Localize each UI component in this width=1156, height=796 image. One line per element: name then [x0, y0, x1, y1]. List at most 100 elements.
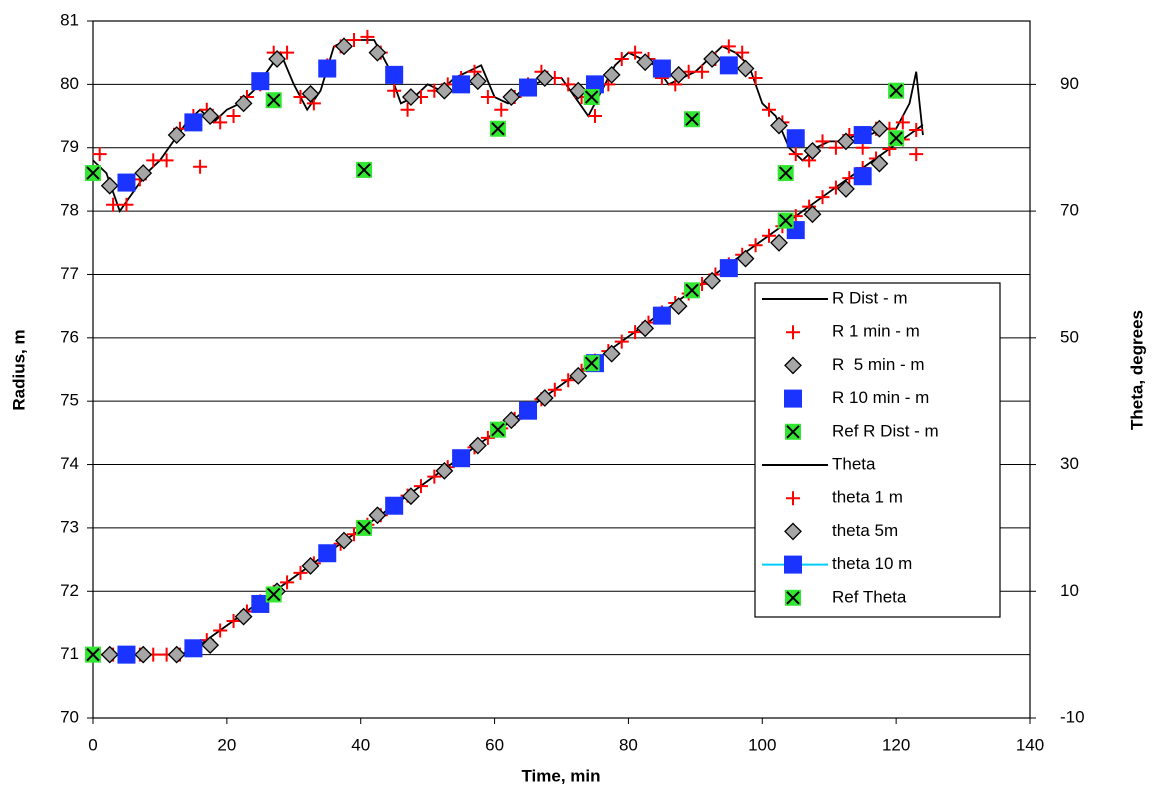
plus-marker: [761, 102, 776, 117]
plus-marker: [106, 197, 121, 212]
y-tick-label: 74: [60, 454, 79, 473]
x-cross: [357, 163, 371, 177]
x-tick-label: 20: [217, 735, 236, 754]
y-tick-label: 75: [60, 391, 79, 410]
plus-marker: [213, 115, 228, 130]
x-cross: [889, 131, 903, 145]
plus-marker: [815, 134, 830, 149]
diamond-marker: [703, 271, 722, 290]
square-marker: [318, 544, 337, 563]
plus-marker: [815, 190, 830, 205]
diamond-marker: [368, 43, 387, 62]
y2-axis-title: Theta, degrees: [1127, 310, 1146, 430]
y2-tick-label: 50: [1060, 327, 1079, 346]
plus-marker: [213, 623, 228, 638]
x-tick-label: 80: [619, 735, 638, 754]
diamond-marker: [201, 107, 220, 125]
diamond-marker: [468, 436, 487, 455]
y-tick-label: 79: [60, 137, 79, 156]
x-cross: [491, 122, 505, 136]
x-cross: [357, 521, 371, 535]
square-marker: [784, 555, 802, 574]
diamond-marker: [602, 344, 621, 363]
y2-tick-label: -10: [1060, 707, 1085, 726]
diamond-marker: [803, 205, 822, 224]
plus-marker: [909, 122, 924, 137]
diamond-marker: [535, 69, 554, 87]
x-cross: [779, 166, 793, 180]
diamond-marker: [803, 141, 822, 160]
legend-label: theta 10 m: [832, 554, 912, 573]
diamond-marker: [435, 461, 454, 480]
diamond-marker: [837, 179, 855, 198]
x-cross: [266, 587, 281, 602]
diamond-marker: [636, 319, 655, 338]
x-cross: [584, 356, 599, 370]
plus-marker: [226, 109, 241, 124]
x-cross: [266, 93, 281, 107]
plus-marker: [119, 197, 134, 212]
diamond-marker: [736, 249, 755, 268]
square-marker: [784, 389, 802, 408]
legend-label: R 10 min - m: [832, 388, 929, 407]
y2-tick-label: 70: [1060, 201, 1079, 220]
legend-label: R Dist - m: [832, 288, 908, 307]
diamond-marker: [234, 94, 253, 113]
plus-marker: [387, 83, 402, 98]
square-marker: [452, 75, 471, 94]
plus-marker: [159, 153, 174, 168]
plus-marker: [494, 102, 509, 117]
diamond-marker: [134, 645, 153, 664]
x-cross: [491, 422, 505, 437]
square-marker: [719, 259, 738, 278]
plus-marker: [828, 140, 843, 155]
square-marker: [585, 75, 604, 94]
plot-frame: [92, 20, 1031, 719]
plus-marker: [695, 64, 710, 79]
square-marker: [184, 113, 203, 132]
diamond-marker: [167, 645, 186, 664]
legend-label: Theta: [832, 454, 876, 473]
y-axis-title: Radius, m: [9, 329, 28, 410]
y2-tick-label: 10: [1060, 581, 1079, 600]
diamond-marker: [569, 366, 588, 385]
plus-marker: [895, 115, 910, 130]
square-marker: [652, 306, 671, 325]
plus-marker: [561, 373, 576, 388]
x-cross: [786, 425, 800, 439]
diamond-marker: [703, 50, 722, 68]
x-tick-label: 60: [485, 735, 504, 754]
square-marker: [251, 72, 270, 91]
diamond-marker: [401, 487, 420, 506]
diamond-marker: [335, 531, 353, 550]
diamond-marker: [870, 119, 889, 138]
diamond-marker: [784, 522, 802, 541]
diamond-marker: [401, 88, 420, 106]
legend-label: Ref Theta: [832, 587, 907, 606]
plus-marker: [547, 382, 562, 397]
diamond-marker: [301, 557, 320, 575]
plus-marker: [293, 565, 308, 580]
square-marker: [318, 59, 337, 78]
y-tick-label: 78: [60, 201, 79, 220]
square-marker: [786, 129, 805, 148]
diamond-marker: [234, 607, 253, 626]
plus-marker: [735, 45, 750, 60]
square-marker: [853, 167, 872, 186]
y-tick-label: 73: [60, 517, 79, 536]
plus-marker: [587, 109, 602, 124]
square-marker: [719, 56, 738, 75]
y-tick-label: 80: [60, 74, 79, 93]
diamond-marker: [468, 72, 487, 91]
square-marker: [853, 126, 872, 145]
diamond-marker: [100, 176, 119, 195]
diamond-marker: [201, 636, 220, 655]
y-tick-label: 76: [60, 327, 79, 346]
x-tick-label: 120: [882, 735, 910, 754]
square-marker: [385, 496, 404, 515]
diamond-marker: [870, 154, 889, 173]
plus-marker: [347, 33, 362, 48]
x-cross: [86, 647, 100, 662]
y-tick-label: 77: [60, 264, 79, 283]
